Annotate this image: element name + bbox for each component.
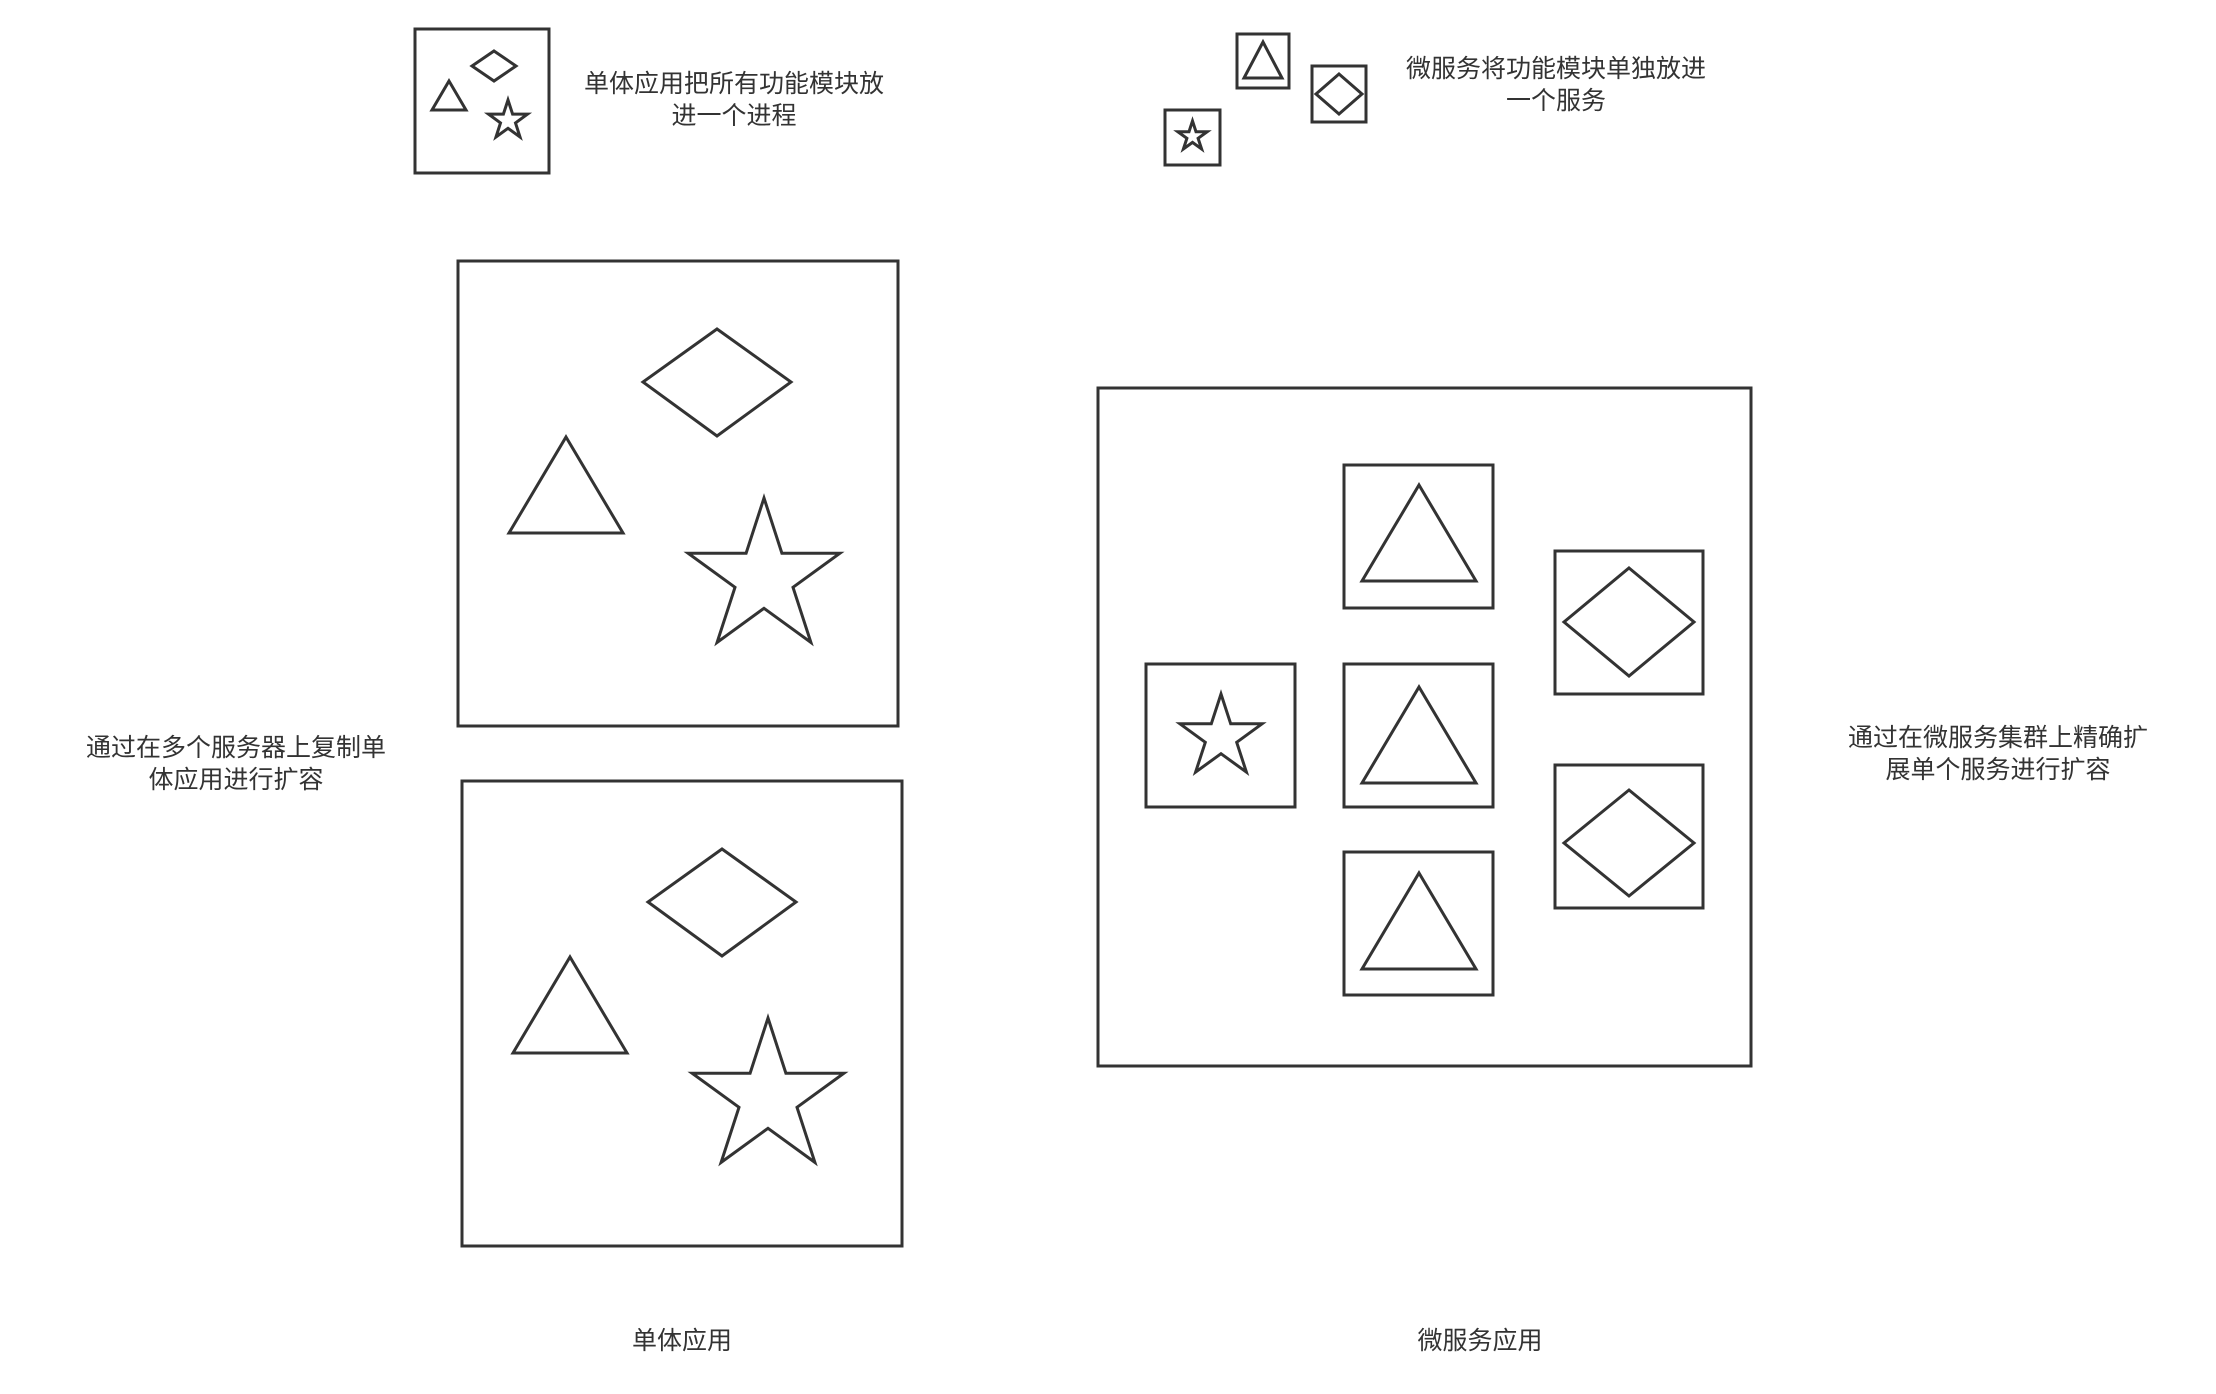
monolith-note-label: 单体应用把所有功能模块放 进一个进程 — [583, 69, 884, 130]
service-triangle-2 — [1342, 662, 1495, 809]
triangle-icon — [429, 78, 469, 112]
microservice-note-label: 微服务将功能模块单独放进 一个服务 — [1405, 54, 1706, 115]
triangle-icon — [1359, 870, 1479, 971]
service-box-triangle — [1235, 32, 1291, 90]
monolith-legend-box — [413, 27, 551, 175]
star-icon — [483, 95, 533, 141]
diamond-icon — [1313, 72, 1365, 116]
star-icon — [1175, 689, 1267, 777]
microservice-cluster — [1096, 386, 1753, 1068]
microservice-legend-boxes — [1163, 32, 1368, 167]
service-box-star — [1163, 108, 1222, 167]
triangle-icon — [506, 434, 626, 535]
monolith-scaling-label: 通过在多个服务器上复制单 体应用进行扩容 — [85, 733, 386, 794]
diamond-icon — [640, 327, 794, 438]
monolith-caption: 单体应用 — [631, 1326, 732, 1355]
star-icon — [687, 1013, 849, 1167]
service-box-diamond — [1310, 64, 1368, 124]
service-diamond-2 — [1553, 763, 1705, 910]
triangle-icon — [1359, 482, 1479, 583]
triangle-icon — [1359, 684, 1479, 785]
monolith-server-2 — [460, 779, 904, 1248]
service-diamond-1 — [1553, 549, 1705, 696]
diamond-icon — [1561, 788, 1697, 898]
microservice-caption: 微服务应用 — [1417, 1326, 1543, 1355]
triangle-icon — [1241, 38, 1285, 80]
diamond-icon — [1561, 566, 1697, 678]
microservice-scaling-label: 通过在微服务集群上精确扩 展单个服务进行扩容 — [1847, 723, 2148, 784]
monolith-server-1 — [456, 259, 900, 728]
triangle-icon — [510, 954, 630, 1055]
star-icon — [1173, 116, 1212, 153]
service-triangle-1 — [1342, 463, 1495, 610]
star-icon — [683, 493, 845, 647]
service-star — [1144, 662, 1297, 809]
service-triangle-3 — [1342, 850, 1495, 997]
diamond-icon — [469, 49, 519, 83]
diamond-icon — [645, 847, 799, 958]
